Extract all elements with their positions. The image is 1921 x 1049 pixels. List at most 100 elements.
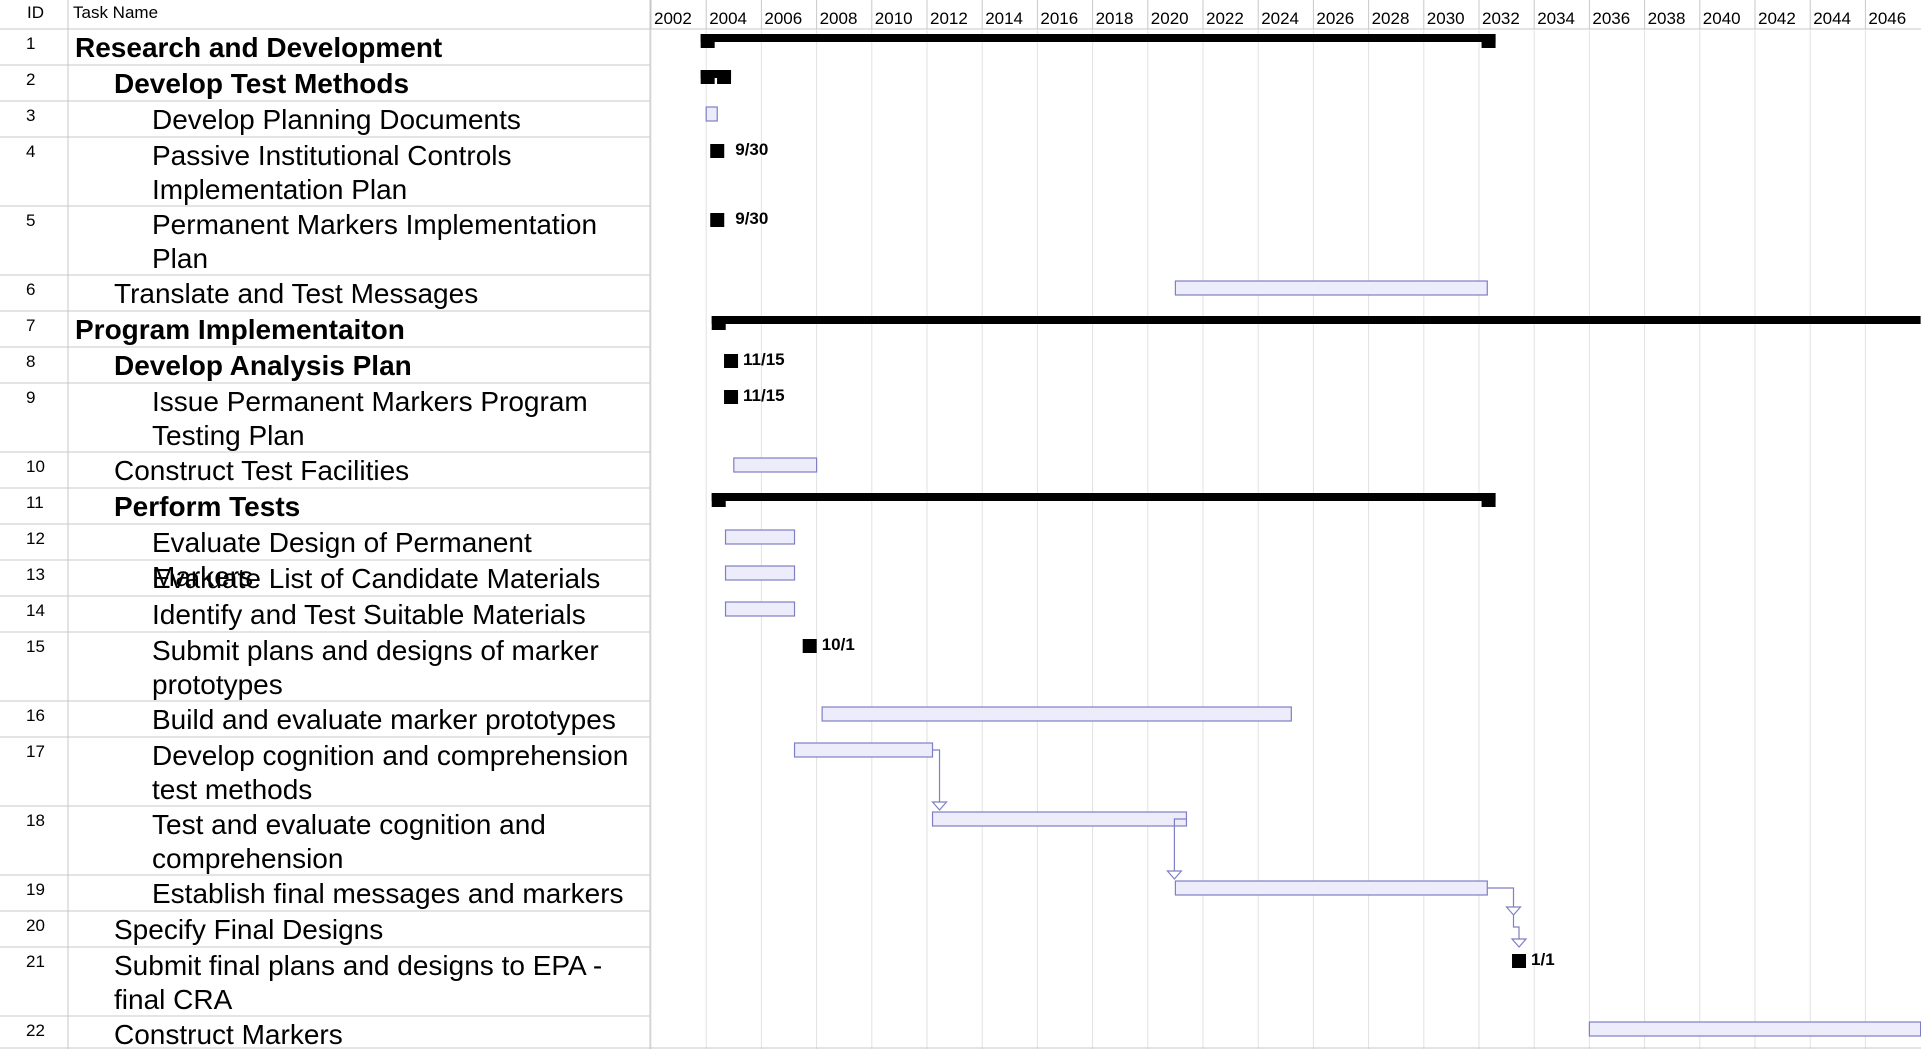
dependency-line [1512,915,1520,947]
task-bar [821,706,1292,722]
task-name: Develop Analysis Plan [114,350,412,381]
task-name: Develop Planning Documents [152,104,521,135]
task-bar [931,811,1188,827]
year-tick-label: 2010 [875,9,913,28]
year-tick-label: 2020 [1151,9,1189,28]
task-name: Passive Institutional Controls Implementa… [152,140,512,205]
task-id: 17 [26,742,45,761]
summary-start-cap [711,493,726,507]
task-id: 3 [26,106,35,125]
milestone-marker [724,354,739,368]
year-tick-label: 2030 [1427,9,1465,28]
year-tick-label: 2014 [985,9,1023,28]
year-tick-label: 2008 [820,9,858,28]
task-bar [733,457,818,473]
task-name: Evaluate Design of Permanent Markers [152,527,532,592]
task-name: Perform Tests [114,491,300,522]
milestone-date-label: 9/30 [735,209,768,228]
task-name: Issue Permanent Markers Program Testing P… [152,386,588,451]
year-tick-label: 2022 [1206,9,1244,28]
task-bar [1174,280,1488,296]
task-bar [705,106,718,122]
task-name: Research and Development [75,32,442,63]
dependency-line [1173,818,1187,879]
task-bar [724,565,796,581]
year-tick-label: 2044 [1813,9,1851,28]
summary-end-cap [1481,493,1496,507]
task-bar [724,601,796,617]
task-id: 19 [26,880,45,899]
milestone-marker [710,213,725,227]
summary-bar [700,70,732,78]
task-name: Construct Test Facilities [114,455,409,486]
summary-end-cap [717,70,732,84]
task-id: 18 [26,811,45,830]
task-id: 16 [26,706,45,725]
milestone-marker [802,639,817,653]
task-id: 7 [26,316,35,335]
year-tick-label: 2018 [1096,9,1134,28]
milestone-marker [724,390,739,404]
milestone-date-label: 11/15 [743,386,785,405]
task-id: 15 [26,637,45,656]
task-id: 6 [26,280,35,299]
task-id: 11 [26,493,44,512]
dependency-line [932,749,941,810]
summary-start-cap [711,316,726,330]
task-name: Develop Test Methods [114,68,409,99]
summary-start-cap [700,70,715,84]
task-name: Submit plans and designs of marker protot… [152,635,599,700]
task-id: 1 [26,34,35,53]
year-tick-label: 2016 [1040,9,1078,28]
timeline-bars: 9/30 9/30 11/15 11/15 10/1 1/1 [700,34,1921,1037]
milestone-date-label: 10/1 [822,635,855,654]
header-layer: ID Task Name 2002 2004 2006 2008 2010 2012 201… [27,3,1906,28]
task-name: Build and evaluate marker prototypes [152,704,616,735]
task-id: 13 [26,565,45,584]
task-bar [724,529,796,545]
year-tick-label: 2004 [709,9,747,28]
year-tick-label: 2012 [930,9,968,28]
dependency-arrow [1166,870,1183,880]
summary-bar [711,493,1496,501]
task-name: Translate and Test Messages [114,278,478,309]
summary-end-cap [1481,34,1496,48]
task-name: Evaluate List of Candidate Materials [152,563,600,594]
dependency-links [931,749,1528,948]
task-id: 12 [26,529,45,548]
task-name: Program Implementaiton [75,314,405,345]
task-id: 22 [26,1021,45,1040]
task-name: Permanent Markers Implementation Plan [152,209,597,274]
task-bar [793,742,934,758]
task-id: 20 [26,916,45,935]
year-tick-label: 2034 [1537,9,1575,28]
task-id: 9 [26,388,35,407]
task-id: 14 [26,601,45,620]
year-tick-label: 2028 [1372,9,1410,28]
task-name: Establish final messages and markers [152,878,624,909]
year-tick-label: 2002 [654,9,692,28]
task-bar [1174,880,1488,896]
task-name: Specify Final Designs [114,914,383,945]
milestone-marker [1512,954,1527,968]
task-table: 1 Research and Development 2 Develop Test M… [26,32,628,1049]
task-name-column-header: Task Name [73,3,158,22]
year-tick-label: 2024 [1261,9,1299,28]
dependency-arrow [1505,906,1522,916]
year-tick-label: 2026 [1316,9,1354,28]
milestone-marker [710,144,725,158]
task-name: Develop cognition and comprehension test … [152,740,628,805]
task-id: 5 [26,211,35,230]
year-tick-label: 2032 [1482,9,1520,28]
milestone-date-label: 1/1 [1531,950,1555,969]
task-name: Test and evaluate cognition and comprehen… [152,809,546,874]
task-id: 8 [26,352,35,371]
task-id: 2 [26,70,35,89]
dependency-line [1487,887,1515,915]
year-tick-label: 2006 [764,9,802,28]
summary-bar [711,316,1921,324]
task-name: Construct Markers [114,1019,343,1049]
milestone-date-label: 11/15 [743,350,785,369]
